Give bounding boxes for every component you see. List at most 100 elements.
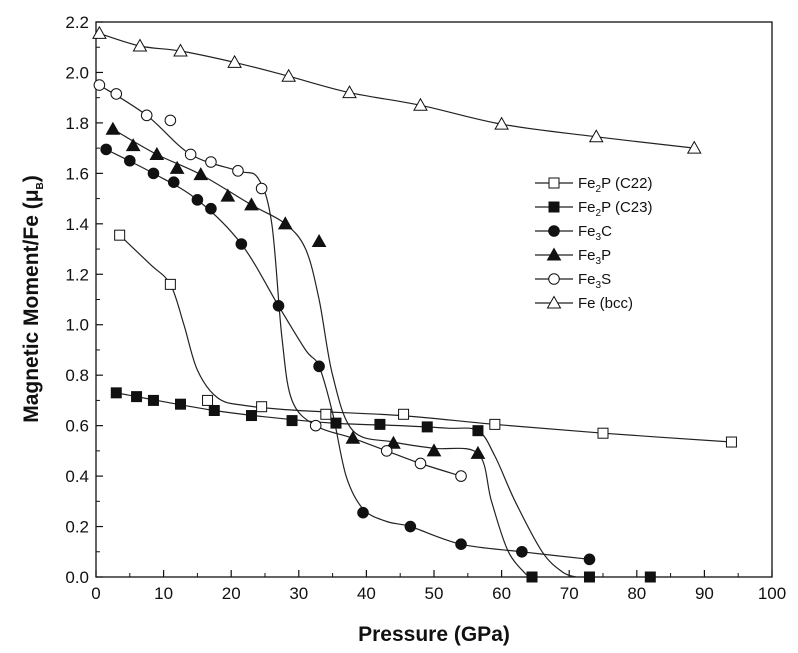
y-tick-label: 1.8 <box>65 114 89 133</box>
series-curves <box>99 32 732 578</box>
data-point-fe-bcc <box>132 38 148 52</box>
data-point-fe3c <box>205 202 217 215</box>
data-point-fe-bcc <box>227 54 242 68</box>
data-point-fe2p-c23 <box>286 415 298 427</box>
data-point-fe3s <box>232 165 244 177</box>
data-point-fe3s <box>309 419 322 432</box>
data-point-fe3c <box>404 520 417 533</box>
data-point-fe3p <box>345 430 361 444</box>
data-point-fe3s <box>205 156 217 168</box>
data-point-fe2p-c22 <box>256 401 268 413</box>
data-point-fe3p <box>470 445 486 459</box>
data-point-fe2p-c22 <box>597 427 609 439</box>
x-tick-label: 90 <box>695 584 714 603</box>
legend-label-part: 2 <box>596 208 602 219</box>
data-point-fe3s <box>455 470 467 482</box>
data-point-fe2p-c22 <box>725 436 737 448</box>
x-tick-label: 100 <box>758 584 786 603</box>
legend-label-part: 3 <box>596 256 602 267</box>
data-point-fe-bcc <box>342 85 357 99</box>
data-point-fe2p-c22 <box>114 229 126 241</box>
data-point-fe3c <box>583 553 596 566</box>
legend-label-part: Fe (bcc) <box>578 295 633 312</box>
data-point-fe2p-c23 <box>147 394 159 406</box>
legend-label-part: Fe <box>578 247 596 264</box>
data-point-fe2p-c23 <box>644 571 656 583</box>
data-point-fe3c <box>357 506 369 519</box>
data-point-fe-bcc <box>686 140 702 154</box>
data-point-fe2p-c23 <box>583 571 595 583</box>
y-tick-label: 2.0 <box>65 63 89 82</box>
data-point-fe3p <box>244 197 259 211</box>
data-point-fe2p-c23 <box>374 418 386 430</box>
x-tick-label: 30 <box>289 584 308 603</box>
x-tick-label: 10 <box>154 584 173 603</box>
legend-label-part: P <box>601 247 611 264</box>
y-axis-title-main: Magnetic Moment/Fe (μ <box>20 189 43 422</box>
y-tick-label: 0.6 <box>65 417 89 436</box>
legend-label-part: Fe <box>578 223 596 240</box>
x-tick-label: 60 <box>492 584 511 603</box>
data-point-fe3s <box>184 148 197 161</box>
data-point-fe3p <box>125 138 141 152</box>
axis-ticks: 0 10 20 30 40 50 60 70 80 90 100 0.0 0.2 0.4 0.6 0.8 1.0… <box>65 13 786 603</box>
legend-label-part: Fe <box>578 199 596 216</box>
legend-label-part: P (C23) <box>601 199 652 216</box>
plot-frame <box>95 21 773 578</box>
y-tick-label: 0.0 <box>65 568 89 587</box>
x-tick-label: 0 <box>91 584 100 603</box>
data-point-fe2p-c22 <box>398 408 410 420</box>
data-point-fe3c <box>124 154 136 167</box>
x-axis-title: Pressure (GPa) <box>358 623 510 646</box>
data-point-fe3c <box>272 300 285 312</box>
y-tick-label: 1.6 <box>65 164 89 183</box>
data-point-fe2p-c23 <box>131 391 143 403</box>
data-point-fe2p-c23 <box>472 425 484 437</box>
data-point-fe3s <box>255 182 268 195</box>
y-axis-title-sub: B <box>35 182 46 189</box>
data-point-fe3s <box>380 445 393 457</box>
data-point-fe3s <box>110 88 123 100</box>
data-point-fe-bcc <box>92 25 107 39</box>
data-point-fe3s <box>414 457 427 470</box>
data-point-fe3c <box>235 238 248 250</box>
legend-label-fe-bcc: Fe (bcc) <box>578 295 633 312</box>
legend-marker-fe2p-c22 <box>548 177 560 189</box>
data-point-fe3c <box>455 538 467 551</box>
data-point-fe2p-c22 <box>320 408 332 420</box>
data-point-fe2p-c22 <box>164 278 176 290</box>
series-markers <box>92 25 737 583</box>
legend-label-fe2p-c23: Fe2P (C23) <box>578 199 653 219</box>
legend-marker-fe3s <box>548 273 560 285</box>
legend-label-part: 2 <box>596 184 602 195</box>
data-point-fe3p <box>220 188 236 202</box>
y-tick-label: 1.4 <box>65 215 89 234</box>
legend-label-part: P (C22) <box>601 175 652 192</box>
legend-marker-fe2p-c23 <box>548 201 560 213</box>
data-point-fe2p-c23 <box>330 417 342 429</box>
data-point-fe-bcc <box>588 129 604 143</box>
data-point-fe3s <box>164 114 177 127</box>
legend-label-part: 3 <box>596 280 602 291</box>
x-tick-label: 20 <box>222 584 241 603</box>
data-point-fe2p-c23 <box>526 571 538 583</box>
legend-marker-fe3c <box>548 225 560 237</box>
data-point-fe-bcc <box>281 68 297 82</box>
data-point-fe3p <box>386 435 401 449</box>
data-point-fe3p <box>277 216 293 230</box>
data-point-fe2p-c23 <box>245 410 257 422</box>
x-tick-label: 80 <box>627 584 646 603</box>
data-point-fe2p-c22 <box>202 394 214 406</box>
data-point-fe-bcc <box>494 116 509 130</box>
data-point-fe-bcc <box>173 43 188 57</box>
legend-label-part: Fe <box>578 175 596 192</box>
x-tick-label: 50 <box>425 584 444 603</box>
data-point-fe3p <box>105 121 121 135</box>
y-tick-label: 0.4 <box>65 467 89 486</box>
data-point-fe-bcc <box>413 97 428 111</box>
y-tick-label: 1.2 <box>65 265 89 284</box>
data-point-fe3c <box>313 360 325 373</box>
y-tick-label: 1.0 <box>65 316 89 335</box>
data-point-fe3s <box>93 79 106 91</box>
